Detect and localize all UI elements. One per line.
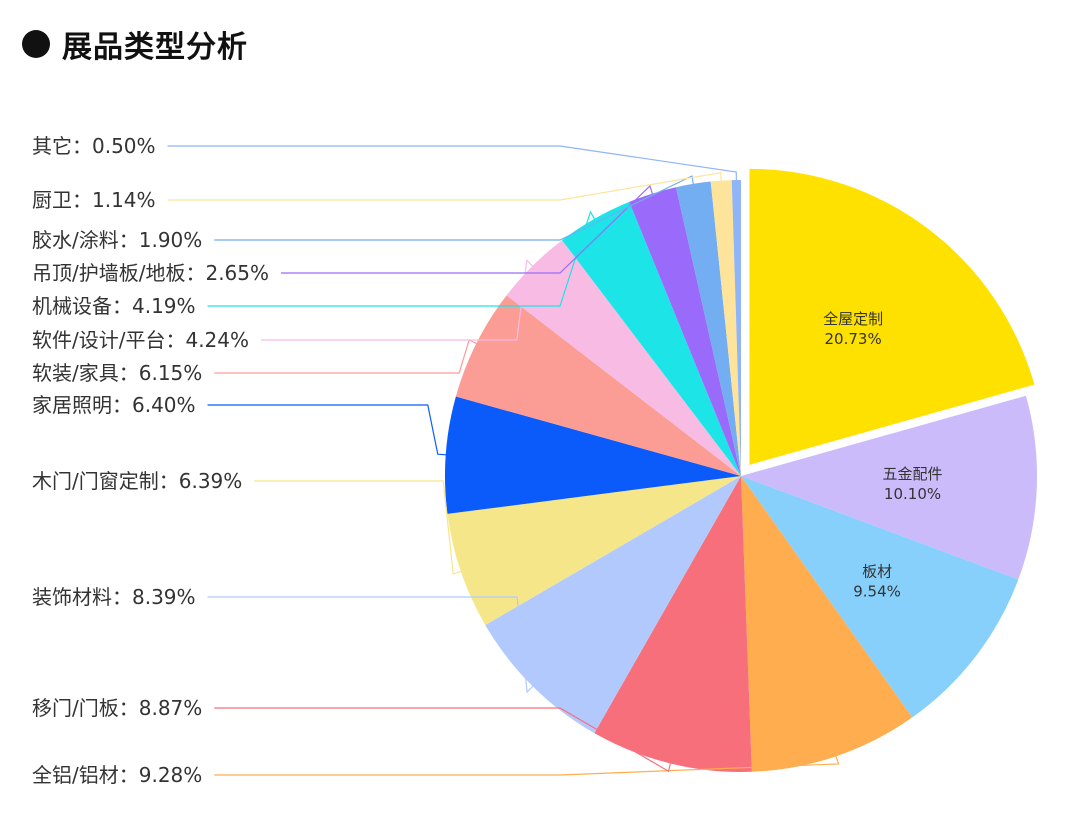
- pie-slice-8: [455, 295, 741, 476]
- leader-line: [207, 596, 536, 694]
- slice-outside-label: 移门/门板：8.87%: [32, 696, 202, 720]
- slice-outside-label: 其它：0.50%: [32, 134, 156, 158]
- pie-slice-11: [629, 187, 741, 476]
- pie-slice-12: [676, 181, 741, 476]
- slice-outside-label: 胶水/涂料：1.90%: [32, 228, 202, 252]
- leader-line: [261, 258, 536, 341]
- leader-line: [281, 184, 655, 274]
- slice-value-label: 20.73%: [825, 330, 882, 348]
- slice-value-label: 9.54%: [853, 583, 901, 601]
- pie-slice-9: [506, 240, 741, 476]
- slice-outside-label: 软件/设计/平台：4.24%: [32, 328, 249, 352]
- pie-slice-5: [485, 476, 741, 734]
- pie-slice-4: [594, 476, 752, 772]
- pie-slice-6: [447, 476, 741, 626]
- leader-line: [167, 171, 723, 201]
- leader-lines: [167, 145, 840, 776]
- pie-slice-2: [741, 476, 1019, 718]
- slice-value-label: 10.10%: [884, 485, 941, 503]
- leader-line: [214, 339, 481, 374]
- slice-outside-label: 机械设备：4.19%: [32, 294, 196, 318]
- slice-outside-label: 吊顶/护墙板/地板：2.65%: [32, 261, 269, 285]
- pie-slice-14: [731, 180, 741, 476]
- pie-slices: [445, 168, 1037, 772]
- slice-outside-label: 全铝/铝材：9.28%: [32, 763, 202, 787]
- pie-slice-0: [749, 168, 1035, 465]
- leader-line: [214, 175, 695, 241]
- slice-name-label: 全屋定制: [823, 310, 883, 328]
- pie-slice-1: [741, 395, 1037, 580]
- slice-outside-label: 家居照明：6.40%: [32, 393, 196, 417]
- leader-line: [254, 480, 465, 575]
- page-title: 展品类型分析: [22, 22, 248, 66]
- page-title-text: 展品类型分析: [62, 30, 248, 65]
- slice-outside-label: 装饰材料：8.39%: [32, 585, 196, 609]
- pie-slice-3: [741, 476, 913, 772]
- leader-line: [214, 752, 840, 776]
- leader-line: [167, 145, 738, 185]
- title-bullet-icon: [22, 30, 50, 58]
- pie-slice-10: [562, 201, 741, 476]
- leader-line: [207, 404, 450, 456]
- slice-outside-label: 软装/家具：6.15%: [32, 361, 202, 385]
- slice-name-label: 板材: [862, 563, 892, 581]
- slice-outside-label: 木门/门窗定制：6.39%: [32, 469, 242, 493]
- pie-slice-7: [445, 396, 741, 514]
- pie-slice-13: [710, 180, 741, 476]
- slice-labels: 全屋定制 20.73% 五金配件 10.10% 板材 9.54% 全铝/铝材：9.28% 移门…: [32, 134, 943, 787]
- slice-name-label: 五金配件: [883, 465, 943, 483]
- leader-line: [214, 707, 672, 773]
- slice-outside-label: 厨卫：1.14%: [32, 188, 156, 212]
